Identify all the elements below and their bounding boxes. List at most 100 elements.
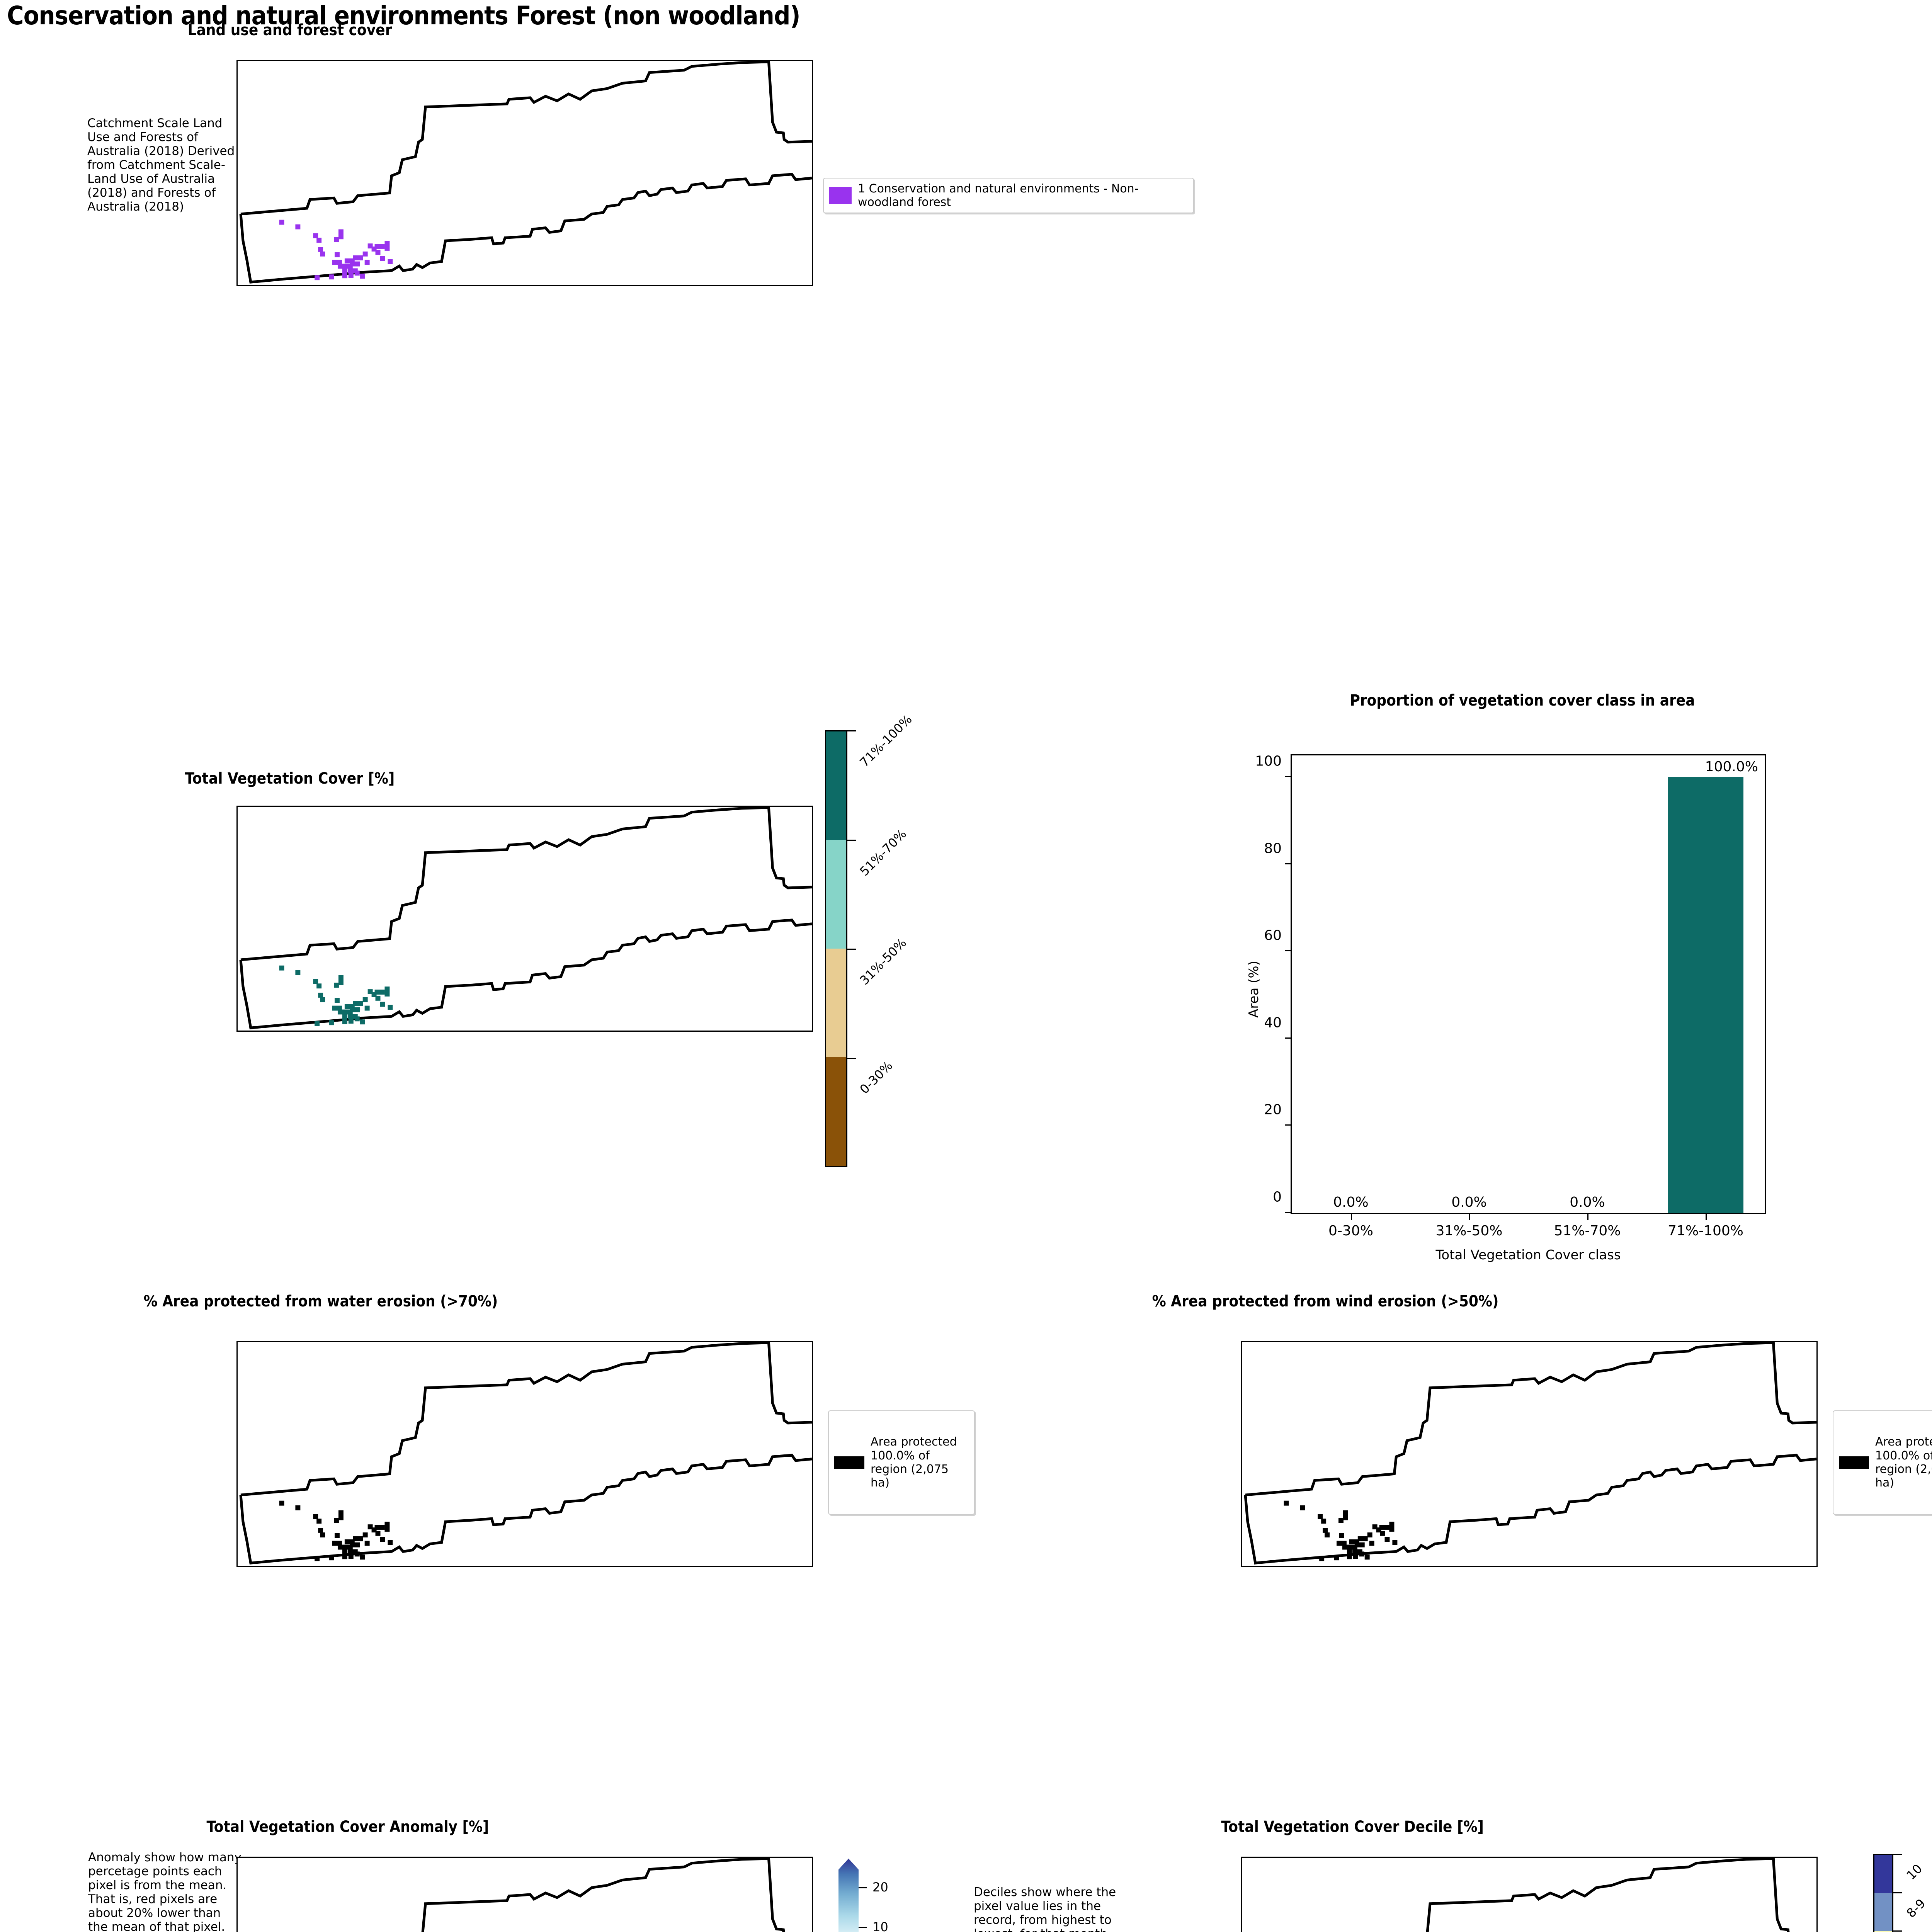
cbar-label-71-100: 71%-100% (857, 712, 915, 770)
anomaly-panel-title: Total Vegetation Cover Anomaly [%] (206, 1818, 489, 1836)
page-title: Conservation and natural environments Fo… (7, 1, 801, 31)
water-erosion-map-svg (239, 1342, 812, 1565)
decile-map-svg (1426, 1858, 1790, 1932)
water-erosion-protected-pixels (279, 1500, 393, 1561)
x-tick (1351, 1213, 1352, 1220)
water-erosion-legend[interactable]: Area protected 100.0% of region (2,075 h… (828, 1410, 975, 1515)
anomaly-colorbar[interactable]: 20 10 0 −10 −20 (838, 1859, 888, 1932)
cbar-tick (847, 1058, 856, 1059)
wind-erosion-protected-pixels (1284, 1500, 1398, 1561)
landuse-panel-title: Land use and forest cover (187, 21, 392, 39)
total-veg-map-svg (239, 807, 812, 1029)
landuse-source-note: Catchment Scale Land Use and Forests of … (87, 116, 235, 214)
panel-water-erosion: % Area protected from water erosion (>70… (0, 1283, 1005, 1592)
y-tick-label: 100 (1255, 753, 1282, 769)
x-tick (1469, 1213, 1470, 1220)
bar-chart-plot-area[interactable]: 0 20 40 60 80 100 0-30% 31%-50% 51%-70% … (1255, 753, 1766, 1239)
region-outline (1426, 1858, 1790, 1932)
panel-proportion-chart: Proportion of vegetation cover class in … (1236, 688, 1932, 1263)
anomaly-colorbar-gradient (838, 1859, 859, 1932)
panel-total-veg-cover: Total Vegetation Cover [%] (0, 712, 1005, 1179)
region-outline-south (239, 918, 812, 1029)
cbar-label-31-50: 31%-50% (857, 935, 910, 988)
wind-erosion-legend-swatch (1839, 1456, 1869, 1469)
panel-anomaly: Total Vegetation Cover Anomaly [%] Anoma… (0, 1808, 1005, 1932)
panel-wind-erosion: % Area protected from wind erosion (>50%… (1005, 1283, 1932, 1592)
decile-panel-title: Total Vegetation Cover Decile [%] (1221, 1818, 1484, 1836)
decile-map[interactable] (1241, 1857, 1818, 1932)
y-tick (1285, 1037, 1292, 1039)
total-veg-colorbar-gradient (825, 730, 847, 1167)
region-outline-south (239, 1454, 812, 1565)
bar-chart-x-axis-title: Total Vegetation Cover class (1435, 1247, 1621, 1263)
region-outline (240, 61, 812, 216)
wind-erosion-legend[interactable]: Area protected 100.0% of region (2,075 h… (1833, 1410, 1932, 1515)
landuse-legend[interactable]: 1 Conservation and natural environments … (823, 178, 1194, 213)
bar-value-label-71-100: 100.0% (1705, 759, 1758, 775)
y-tick (1285, 950, 1292, 952)
wind-erosion-map[interactable] (1241, 1341, 1818, 1567)
y-tick-label: 40 (1264, 1015, 1282, 1031)
region-outline (240, 807, 812, 961)
region-outline-south (1244, 1454, 1816, 1565)
panel-decile: Total Vegetation Cover Decile [%] Decile… (974, 1808, 1932, 1932)
y-tick-label: 0 (1273, 1189, 1282, 1205)
x-tick (1706, 1213, 1707, 1220)
landuse-legend-label: 1 Conservation and natural environments … (858, 182, 1139, 209)
water-erosion-legend-swatch (834, 1456, 864, 1469)
y-tick (1285, 1212, 1292, 1213)
y-tick (1285, 1124, 1292, 1126)
decile-explanation-note: Deciles show where the pixel value lies … (974, 1885, 1116, 1932)
wind-erosion-legend-label: Area protected 100.0% of region (2,075 h… (1875, 1435, 1932, 1490)
decile-colorbar[interactable]: 10 8-9 4-7 2-3 1 (1873, 1854, 1928, 1932)
cbar-tick (847, 949, 856, 950)
total-veg-panel-title: Total Vegetation Cover [%] (185, 770, 395, 787)
x-tick-label: 31%-50% (1435, 1223, 1503, 1239)
wind-erosion-map-svg (1244, 1342, 1816, 1565)
region-outline (240, 1342, 812, 1497)
anomaly-explanation-note: Anomaly show how many percetage points e… (88, 1850, 242, 1932)
water-erosion-legend-label: Area protected 100.0% of region (2,075 h… (871, 1435, 957, 1490)
water-erosion-map[interactable] (236, 1341, 813, 1567)
bar-value-label-0-30: 0.0% (1333, 1194, 1369, 1210)
cbar-label-0-30: 0-30% (857, 1058, 896, 1097)
cbar-tick (859, 1927, 867, 1928)
y-tick-label: 20 (1264, 1102, 1282, 1118)
landuse-legend-swatch (829, 187, 852, 204)
cbar-tick (847, 839, 856, 841)
bar-chart-y-axis-title: Area (%) (1246, 961, 1262, 1018)
cbar-label-51-70: 51%-70% (857, 826, 910, 879)
veg-cover-pixels (279, 965, 393, 1026)
region-outline (421, 1858, 785, 1932)
cbar-tick (847, 730, 856, 731)
landuse-forest-pixels (279, 219, 393, 281)
wind-erosion-panel-title: % Area protected from wind erosion (>50%… (1152, 1293, 1499, 1310)
y-tick (1285, 863, 1292, 864)
y-tick-label: 80 (1264, 840, 1282, 857)
anomaly-map[interactable] (236, 1857, 813, 1932)
region-outline-south (239, 173, 812, 284)
x-tick-label: 0-30% (1328, 1223, 1373, 1239)
x-tick (1587, 1213, 1588, 1220)
y-tick (1285, 776, 1292, 777)
panel-landuse: Land use and forest cover Catchment Scal… (0, 0, 1194, 348)
bar-chart-title: Proportion of vegetation cover class in … (1350, 692, 1695, 709)
x-tick-label: 71%-100% (1668, 1223, 1743, 1239)
cbar-tick (1893, 1930, 1902, 1932)
anomaly-cbar-label-20: 20 (872, 1880, 888, 1895)
total-veg-colorbar[interactable]: 71%-100% 51%-70% 31%-50% 0-30% (825, 712, 915, 1167)
cbar-tick (1893, 1892, 1902, 1893)
anomaly-map-svg (421, 1858, 785, 1932)
landuse-map[interactable] (236, 60, 813, 286)
total-veg-map[interactable] (236, 806, 813, 1032)
x-tick-label: 51%-70% (1554, 1223, 1621, 1239)
water-erosion-panel-title: % Area protected from water erosion (>70… (143, 1293, 498, 1310)
bar-71-100[interactable] (1668, 777, 1743, 1213)
decile-colorbar-gradient (1873, 1854, 1893, 1932)
cbar-tick (1893, 1854, 1902, 1855)
bar-value-label-51-70: 0.0% (1570, 1194, 1605, 1210)
decile-cbar-label-8-9: 8-9 (1903, 1896, 1929, 1921)
y-tick-label: 60 (1264, 927, 1282, 944)
bar-value-label-31-50: 0.0% (1451, 1194, 1487, 1210)
landuse-map-svg (239, 61, 812, 284)
